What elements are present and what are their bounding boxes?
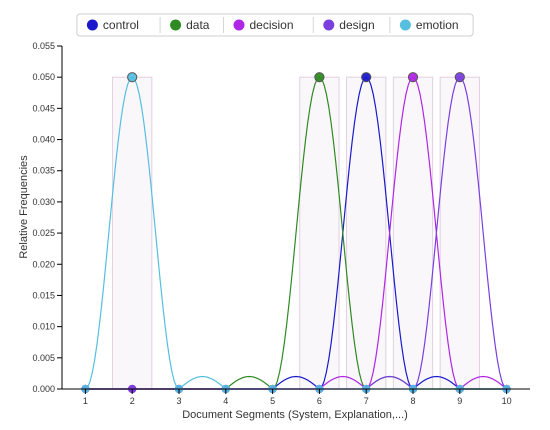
y-tick-label-0.045: 0.045 — [32, 103, 55, 113]
data-point-decision-8[interactable] — [407, 72, 419, 83]
legend-swatch-decision — [233, 19, 245, 31]
y-tick-label-0.030: 0.030 — [32, 197, 55, 207]
y-tick-label-0.005: 0.005 — [32, 353, 55, 363]
y-tick-label-0.040: 0.040 — [32, 135, 55, 145]
y-axis-title: Relative Frequencies — [18, 155, 30, 259]
y-tick-label-0.010: 0.010 — [32, 322, 55, 332]
x-tick-label-9: 9 — [457, 396, 462, 406]
highlight-box-control-7 — [346, 76, 387, 390]
y-tick-label-0.000: 0.000 — [32, 384, 55, 394]
y-tick-label-0.055: 0.055 — [32, 41, 55, 51]
y-tick-label-0.020: 0.020 — [32, 259, 55, 269]
legend-swatch-control — [86, 19, 98, 31]
legend-item-data[interactable]: data — [170, 18, 210, 32]
legend-label-control: control — [103, 18, 139, 32]
x-tick-label-4: 4 — [223, 396, 228, 406]
highlight-box-emotion-2 — [112, 76, 153, 390]
legend-item-emotion[interactable]: emotion — [399, 18, 459, 32]
legend-label-emotion: emotion — [416, 18, 459, 32]
x-tick-label-1: 1 — [83, 396, 88, 406]
x-tick-label-8: 8 — [410, 396, 415, 406]
x-tick-label-3: 3 — [176, 396, 181, 406]
legend-item-design[interactable]: design — [323, 18, 375, 32]
axis-layer: 0.000 0.005 0.010 0.015 0.020 0.025 0.030 0.035… — [32, 41, 530, 406]
x-tick-label-5: 5 — [270, 396, 275, 406]
legend[interactable]: control data decision design emotion — [76, 13, 474, 37]
data-point-emotion-2[interactable] — [127, 72, 138, 83]
x-axis-title: Document Segments (System, Explanation,.… — [182, 409, 408, 421]
legend-swatch-design — [323, 19, 335, 31]
x-tick-label-10: 10 — [502, 396, 512, 406]
data-point-control-7[interactable] — [361, 72, 372, 83]
legend-swatch-emotion — [399, 19, 411, 31]
highlight-box-design-9 — [439, 76, 480, 390]
highlight-box-decision-8 — [392, 76, 434, 390]
legend-label-decision: decision — [250, 18, 294, 32]
y-tick-label-0.050: 0.050 — [32, 72, 55, 82]
data-point-data-6[interactable] — [314, 72, 325, 83]
legend-swatch-data — [170, 19, 182, 31]
data-point-design-9[interactable] — [454, 72, 465, 83]
x-tick-label-2: 2 — [130, 396, 135, 406]
legend-item-control[interactable]: control — [86, 18, 139, 32]
legend-item-decision[interactable]: decision — [233, 18, 294, 32]
legend-frame — [76, 13, 474, 37]
legend-label-data: data — [186, 18, 210, 32]
highlight-box-data-6 — [299, 76, 340, 390]
x-tick-label-7: 7 — [364, 396, 369, 406]
y-tick-label-0.025: 0.025 — [32, 228, 55, 238]
x-tick-label-6: 6 — [317, 396, 322, 406]
legend-label-design: design — [339, 18, 374, 32]
y-tick-label-0.035: 0.035 — [32, 166, 55, 176]
y-tick-label-0.015: 0.015 — [32, 290, 55, 300]
